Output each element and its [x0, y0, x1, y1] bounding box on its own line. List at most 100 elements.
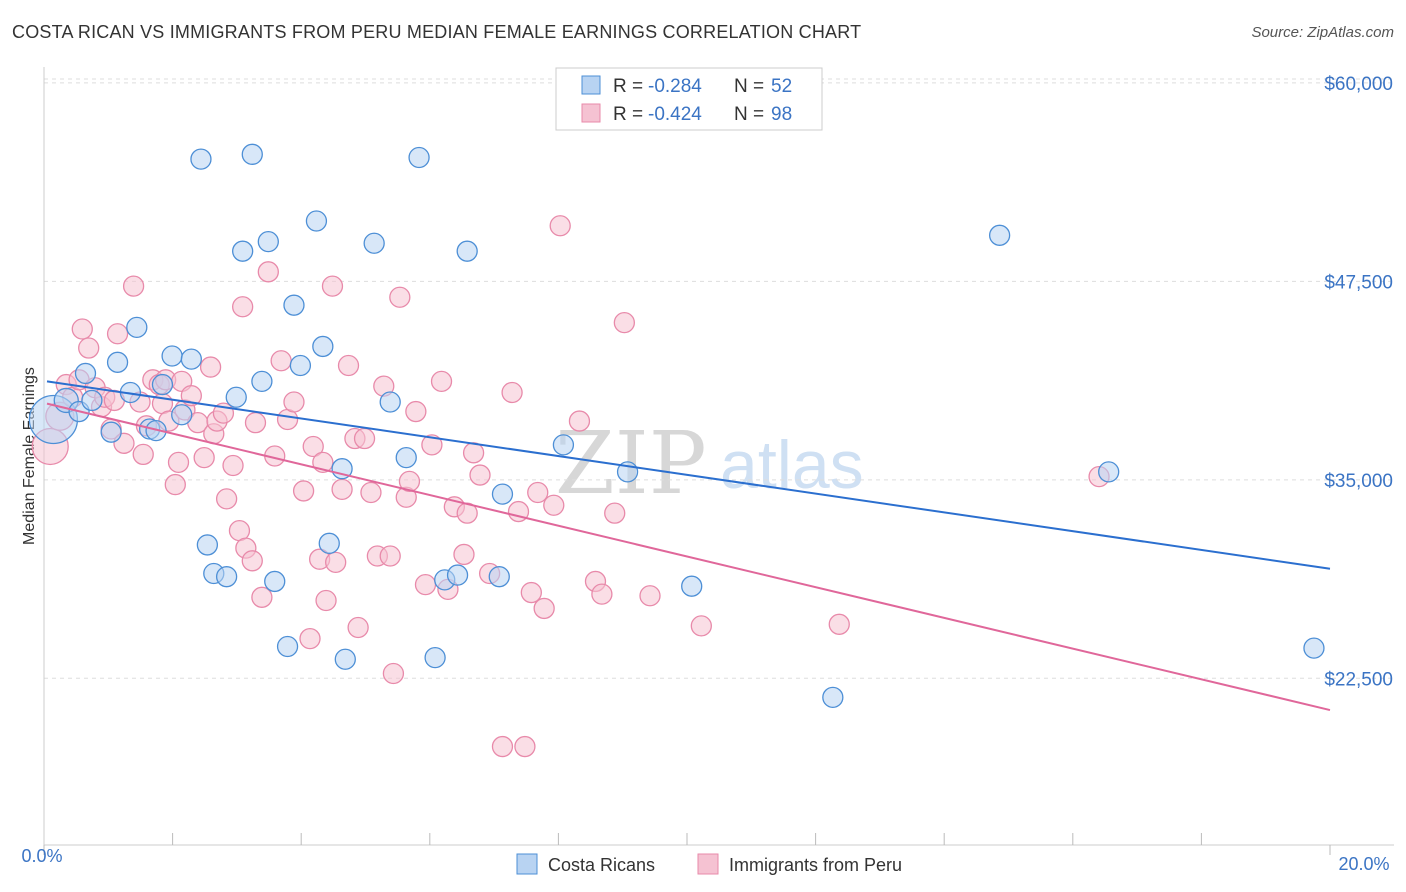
costa-rican-point [334, 648, 356, 670]
costa-rican-point [681, 575, 703, 597]
peru-point [405, 400, 427, 423]
legend-bottom-label-peru: Immigrants from Peru [729, 855, 902, 875]
peru-point [533, 597, 555, 620]
costa-rican-point [305, 210, 328, 232]
peru-point [78, 337, 100, 359]
legend-series: Costa Ricans Immigrants from Peru [516, 853, 902, 875]
peru-point [568, 410, 591, 432]
peru-point [215, 488, 238, 510]
peru-point [167, 451, 190, 474]
costa-rican-point [1303, 637, 1325, 659]
costa-rican-point [232, 240, 254, 262]
peru-point [283, 391, 305, 413]
peru-point [347, 616, 369, 639]
peru-point [543, 494, 565, 516]
peru-point [828, 613, 850, 635]
peru-point [430, 370, 453, 393]
series-immigrants-from-peru [31, 215, 1110, 758]
costa-rican-point [215, 566, 238, 588]
costa-rican-point [552, 434, 575, 456]
legend-swatch-peru [581, 103, 601, 123]
peru-point [337, 354, 360, 377]
x-tick-label-max: 20.0% [1338, 854, 1389, 874]
costa-rican-point [106, 351, 129, 373]
peru-point [241, 550, 263, 572]
source-label: Source: ZipAtlas.com [1251, 24, 1394, 41]
peru-point [453, 543, 475, 566]
costa-rican-point [312, 335, 334, 358]
peru-point [398, 470, 421, 493]
costa-rican-point [446, 564, 469, 586]
costa-rican-point [318, 532, 340, 554]
costa-rican-point [161, 345, 183, 367]
chart-title: COSTA RICAN VS IMMIGRANTS FROM PERU MEDI… [12, 22, 862, 42]
peru-point [106, 323, 129, 345]
legend-n-label-2: N = [734, 104, 764, 125]
costa-rican-point [491, 483, 514, 505]
costa-rican-point [251, 370, 273, 393]
watermark-atlas: atlas [720, 427, 864, 503]
trend-line-peru [46, 402, 1331, 712]
costa-rican-point [151, 373, 174, 396]
peru-point [389, 286, 411, 308]
peru-point [325, 551, 347, 574]
grid-lines [44, 78, 1394, 679]
costa-rican-point [126, 316, 148, 339]
y-tick-label: $47,500 [1324, 272, 1393, 293]
peru-point [164, 473, 186, 496]
costa-rican-point [81, 389, 103, 412]
costa-rican-point [379, 391, 401, 413]
costa-rican-point [289, 354, 312, 377]
peru-point [71, 318, 93, 340]
costa-rican-point [363, 232, 385, 254]
legend-n-value-2: 98 [771, 104, 792, 125]
costa-rican-point [241, 143, 263, 165]
peru-point [270, 350, 292, 372]
peru-point [690, 615, 712, 637]
x-ticks [43, 833, 1331, 855]
peru-point [232, 296, 254, 318]
costa-rican-point [264, 570, 286, 593]
costa-rican-point [408, 146, 430, 169]
legend-bottom-label-costa-ricans: Costa Ricans [548, 855, 655, 875]
costa-rican-point [225, 386, 247, 408]
x-tick-label-min: 0.0% [21, 846, 62, 866]
y-tick-labels: $60,000 $47,500 $35,000 $22,500 [1324, 74, 1393, 690]
costa-rican-point [171, 404, 193, 426]
costa-rican-point [456, 240, 478, 262]
costa-rican-point [988, 224, 1011, 246]
y-tick-label: $60,000 [1324, 74, 1393, 95]
peru-point [591, 583, 613, 605]
peru-point [520, 581, 542, 604]
peru-point [292, 480, 315, 502]
legend-bottom-swatch-costa-ricans [516, 853, 538, 875]
costa-rican-point [283, 294, 305, 316]
peru-point [122, 275, 145, 297]
peru-point [469, 464, 491, 486]
legend-r-label-2: R = [613, 104, 643, 125]
costa-rican-point [822, 686, 844, 708]
costa-rican-point [1098, 461, 1120, 483]
peru-point [251, 586, 273, 608]
y-tick-label: $35,000 [1324, 471, 1393, 492]
peru-point [514, 735, 536, 758]
legend-n-value-1: 52 [771, 76, 792, 97]
peru-point [244, 412, 267, 434]
watermark: ZIP atlas [555, 414, 864, 514]
legend-r-value-1: -0.284 [648, 76, 702, 97]
legend-swatch-costa-ricans [581, 75, 601, 95]
peru-point [199, 356, 222, 378]
peru-point [382, 662, 405, 685]
peru-point [379, 545, 401, 567]
legend-r-value-2: -0.424 [648, 104, 702, 125]
peru-point [491, 735, 514, 758]
costa-rican-point [190, 148, 212, 170]
peru-point [331, 478, 353, 500]
peru-point [501, 381, 523, 404]
peru-point [421, 434, 443, 456]
legend-stats: R = -0.284 N = 52 R = -0.424 N = 98 [555, 67, 823, 131]
trend-lines [46, 380, 1331, 712]
legend-n-label-1: N = [734, 76, 764, 97]
peru-point [360, 481, 382, 504]
